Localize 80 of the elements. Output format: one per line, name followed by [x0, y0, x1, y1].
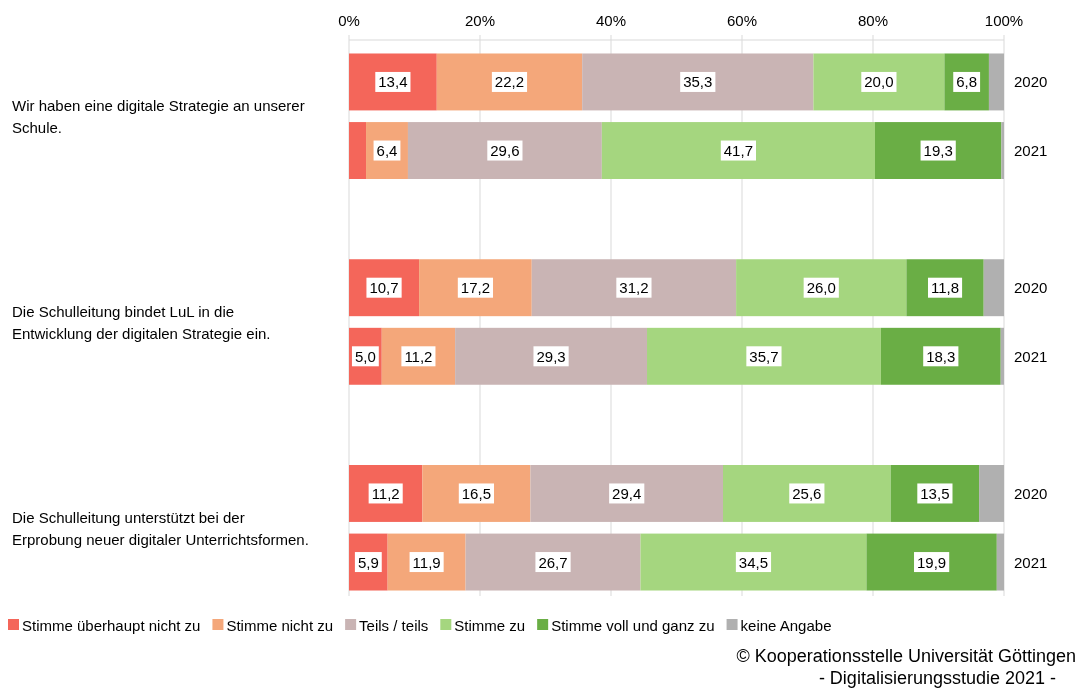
bar: [582, 53, 814, 111]
legend-label: Teils / teils: [359, 616, 429, 634]
bar: [640, 533, 867, 591]
data-label: 5,0: [354, 347, 376, 365]
data-label: 35,3: [683, 73, 713, 91]
text: Wir haben eine digitale Strategie an unserer Schule.: [12, 96, 305, 136]
bar: [465, 533, 641, 591]
bar: [407, 122, 602, 179]
bar: [736, 259, 907, 317]
bar: [866, 533, 997, 591]
x-tick-label: 20%: [464, 12, 496, 29]
bar: [890, 465, 980, 522]
data-label: 35,7: [749, 347, 779, 365]
bar: [455, 327, 648, 385]
text: Die Schulleitung bindet LuL in die Entwicklung der digitalen Strategie ein.: [12, 302, 271, 342]
bar: [436, 53, 583, 111]
bar: [531, 259, 737, 317]
x-tick-label: 100%: [984, 12, 1024, 29]
data-label: 19,9: [917, 553, 947, 571]
bar: [874, 122, 1002, 179]
data-label: 6,4: [376, 142, 398, 160]
bar: [996, 533, 1004, 591]
bar: [813, 53, 945, 111]
data-label: 13,5: [920, 484, 950, 502]
y-tick-label: 2020: [1014, 484, 1048, 502]
bar: [1000, 327, 1004, 385]
data-label: 11,9: [412, 553, 441, 571]
text: © Kooperationsstelle Universität Göttingen: [736, 646, 1076, 666]
data-label: 5,9: [357, 553, 379, 571]
data-label: 20,0: [864, 73, 894, 91]
bar: [880, 327, 1001, 385]
data-label: 11,2: [404, 347, 433, 365]
y-tick-label: 2021: [1014, 553, 1048, 571]
data-label: 18,3: [926, 347, 956, 365]
bar: [422, 465, 531, 522]
bar: [979, 465, 1004, 522]
y-tick-label: 2020: [1014, 73, 1048, 91]
data-label: 29,4: [612, 484, 642, 502]
bar: [723, 465, 891, 522]
bar: [647, 327, 881, 385]
data-label: 26,7: [538, 553, 568, 571]
y-tick-label: 2020: [1014, 279, 1048, 297]
data-label: 11,8: [931, 279, 960, 297]
legend-label: Stimme zu: [454, 616, 526, 634]
data-label: 29,3: [536, 347, 566, 365]
data-label: 41,7: [723, 142, 753, 160]
data-label: 34,5: [738, 553, 769, 571]
text: - Digitalisierungsstudie 2021 -: [818, 668, 1056, 688]
y-tick-label: 2021: [1014, 142, 1048, 160]
x-tick-label: 0%: [338, 12, 360, 29]
legend-label: Stimme überhaupt nicht zu: [22, 616, 201, 634]
data-label: 6,8: [956, 73, 978, 91]
bar: [601, 122, 875, 179]
data-label: 29,6: [490, 142, 520, 160]
bar: [988, 53, 1004, 111]
legend-label: keine Angabe: [740, 616, 832, 634]
x-tick-label: 40%: [595, 12, 627, 29]
x-tick-label: 80%: [857, 12, 889, 29]
data-label: 22,2: [494, 73, 525, 91]
data-label: 10,7: [369, 279, 399, 297]
legend-label: Stimme voll und ganz zu: [551, 616, 715, 634]
bar: [419, 259, 532, 317]
data-label: 31,2: [619, 279, 649, 297]
data-label: 17,2: [460, 279, 491, 297]
bar: [983, 259, 1004, 317]
data-label: 25,6: [792, 484, 822, 502]
data-label: 16,5: [461, 484, 491, 502]
bar: [906, 259, 984, 317]
bar: [1001, 122, 1004, 179]
bar: [530, 465, 723, 522]
y-tick-label: 2021: [1014, 347, 1048, 365]
bar: [349, 122, 367, 179]
x-tick-label: 60%: [726, 12, 758, 29]
text: Die Schulleitung unterstützt bei der Erprobung neuer digitaler Unterrichtsformen.: [12, 508, 309, 548]
data-label: 13,4: [378, 73, 408, 91]
legend-label: Stimme nicht zu: [226, 616, 334, 634]
data-label: 26,0: [806, 279, 836, 297]
data-label: 19,3: [923, 142, 953, 160]
bar: [349, 53, 437, 111]
data-label: 11,2: [371, 484, 400, 502]
